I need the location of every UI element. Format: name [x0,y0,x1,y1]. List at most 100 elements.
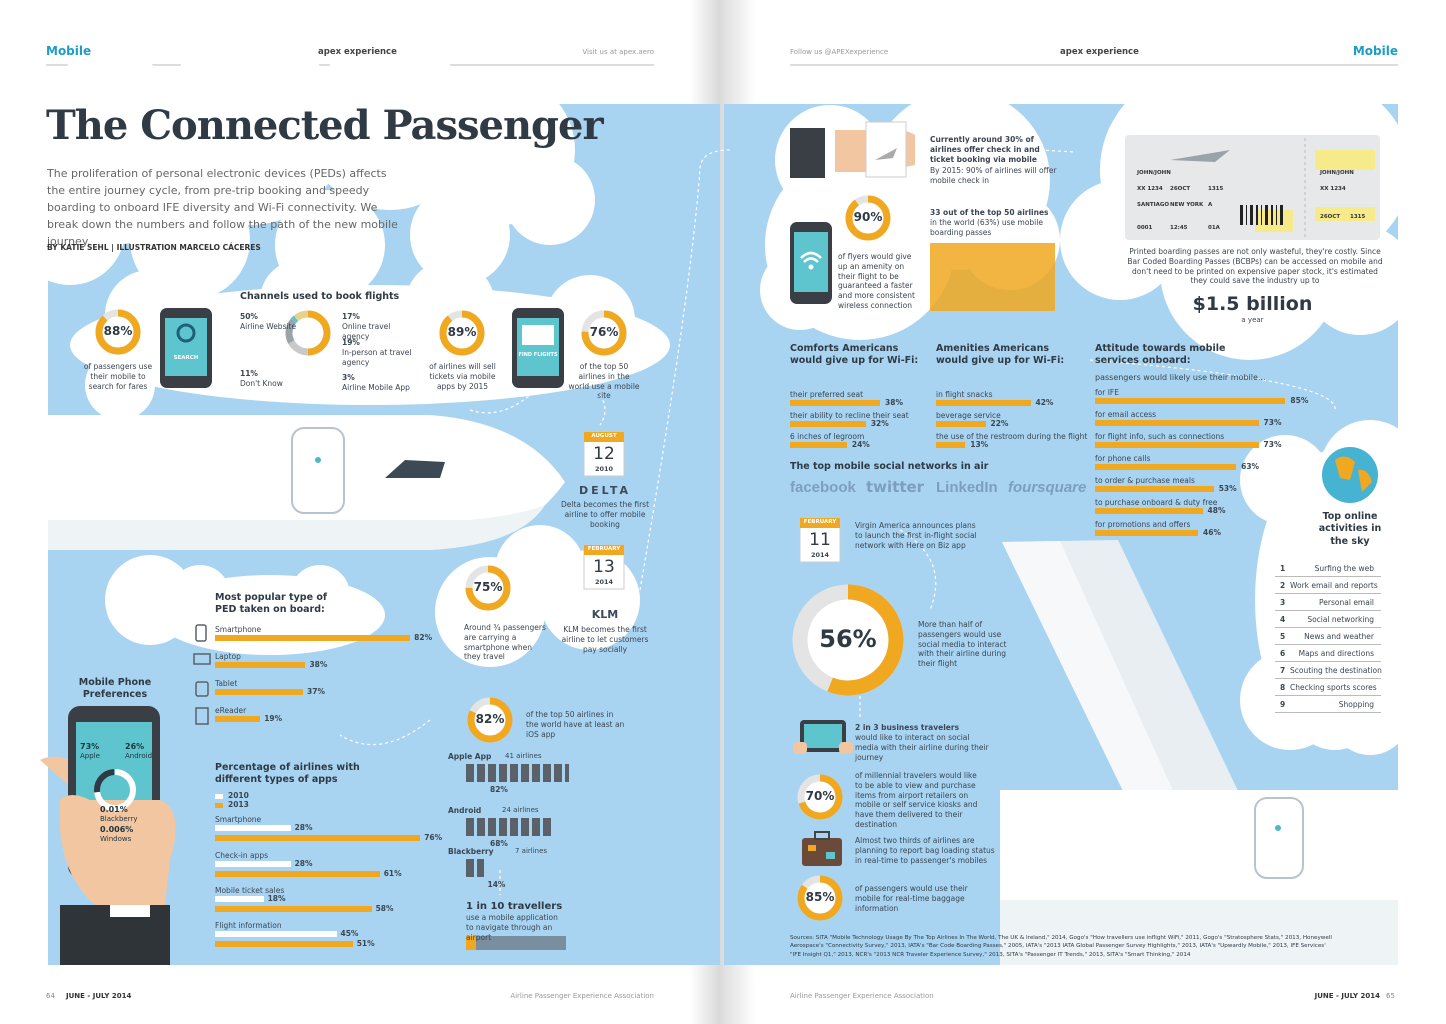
app-type-bar [215,931,337,937]
ped-bar [215,635,411,641]
bar-value: 63% [1241,462,1260,471]
boarding-pass-part [1315,150,1375,170]
phone-illustration-part [800,251,822,263]
app-type-value: 51% [356,939,375,948]
calendar-year: 2014 [810,551,830,559]
activity-name: Social networking [1307,615,1374,624]
airplane-fuselage-part [385,460,445,478]
icon-label: SEARCH [173,355,199,361]
bar-value: 73% [1263,418,1282,427]
section-title: The top mobile social networks in air [790,461,989,472]
donut-arc [95,309,141,355]
activity-name: Shopping [1338,700,1374,709]
airplane-tail-part [1275,825,1281,831]
preference-name: Android [125,752,153,760]
route-dots-part [599,394,606,426]
suitcase [802,831,842,866]
stat-headline: 1 in 10 travellers [466,901,563,912]
calendar-year: 2010 [594,465,614,473]
bar-name: their preferred seat [790,390,864,399]
boarding-icons [930,243,1055,311]
channel-value: 17% [342,312,360,321]
bar-value: 13% [970,440,989,449]
phone-illustration-part [165,318,207,376]
activity-rank: 5 [1280,632,1286,641]
cloud-part [1305,225,1415,335]
intro: The proliferation of personal electronic… [47,167,398,248]
page-number: 64 [46,992,55,1000]
checkin-illustration-part [825,128,835,178]
pass-field: 1315 [1350,214,1366,220]
stat-headline: 33 out of the top 50 airlines [930,208,1049,217]
ped-icons-part [195,681,209,697]
airplane-tail-part [1000,900,1398,965]
calendar-year: 2014 [594,578,614,586]
calendar-top [584,432,624,442]
social-network: twitter [866,478,925,496]
cloud-part [1240,435,1330,525]
stat-text: of flyers would give up an amenity on th… [838,252,915,310]
page-title: The Connected Passenger [46,102,604,149]
bar-name: the use of the restroom during the fligh… [936,432,1088,441]
donut-arc [797,875,843,921]
route-dots-part [339,719,431,746]
list-rule [1275,593,1381,594]
boarding-pass [1125,135,1380,240]
ped-icons-part [193,653,211,665]
cloud-part [105,555,195,645]
donut-arc [467,697,513,743]
app-type-value: 76% [424,833,443,842]
bar [936,442,966,448]
activity-name: Surfing the web [1314,564,1374,573]
stat-headline: 2 in 3 business travelers [855,723,960,732]
donut-label: 88% [103,324,133,339]
platform-count: 24 airlines [502,806,539,814]
bar-value: 38% [885,398,903,407]
brand-logo: KLM [591,608,619,621]
cloud-part [495,525,585,615]
platform-name: Android [448,806,482,815]
globe [1322,447,1378,503]
list-rule [1275,644,1381,645]
ped-name: Laptop [215,652,241,661]
phone-illustration-part [522,325,554,345]
bar-name: beverage service [936,411,1001,420]
activity-name: Work email and reports [1290,581,1378,590]
app-type-value: 45% [340,929,359,938]
donut-arc [845,195,891,241]
ped-name: Smartphone [215,625,262,634]
pass-field: JOHN/JOHN [1320,170,1354,176]
bar [1095,530,1199,536]
cloud-part [290,565,350,625]
walkers-part [466,936,476,950]
donut-label: 76% [589,325,619,340]
cloud-part [410,185,510,285]
app-type-bar [215,941,353,947]
calendar-month: February [587,546,621,552]
pass-field: XX 1234 [1320,186,1346,192]
platform-count: 7 airlines [515,847,548,855]
stat-text: of the top 50 airlines in the world have… [526,710,625,739]
section-label: Mobile [46,44,92,58]
bar-value: 46% [1203,528,1221,537]
activity-rank: 4 [1280,615,1286,624]
donut-arc [439,310,485,356]
hand-with-phone-part [110,905,150,917]
app-type-name: Flight information [215,921,282,930]
activity-name: Scouting the destination [1290,666,1382,675]
bar-name: their ability to recline their seat [790,411,909,420]
cloud-part [85,350,155,420]
route-dots-part [149,293,431,311]
activity-rank: 9 [1280,700,1286,709]
pass-field: A [1208,202,1213,208]
icon-label: FIND FLIGHTS [518,352,558,358]
stat-text: would like to interact on social media w… [855,733,989,762]
activity-name: Checking sports scores [1290,683,1377,692]
platform-bar [466,859,484,877]
app-type-name: Smartphone [215,815,262,824]
publisher: Airline Passenger Experience Association [790,992,934,1000]
app-type-bar [215,825,291,831]
activity-rank: 1 [1280,564,1286,573]
